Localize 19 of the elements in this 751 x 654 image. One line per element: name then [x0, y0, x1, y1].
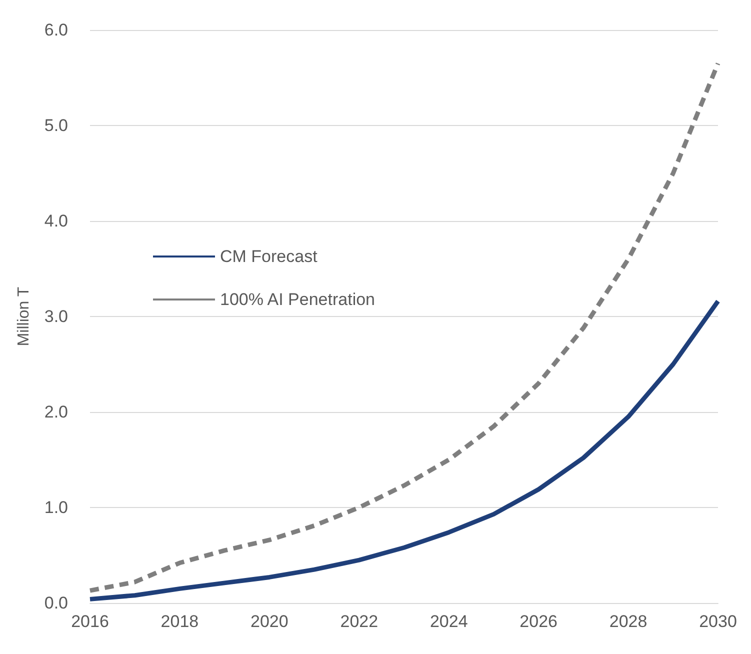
x-tick-label: 2030: [699, 612, 737, 631]
line-series: [88, 61, 720, 593]
y-axis-title: Million T: [16, 286, 32, 346]
x-tick-label: 2026: [520, 612, 558, 631]
y-tick-label: 6.0: [44, 20, 68, 40]
y-tick-label: 2.0: [44, 402, 68, 422]
y-tick-label: 4.0: [44, 212, 68, 230]
legend-label: CM Forecast: [220, 247, 318, 266]
x-tick-label: 2018: [160, 612, 199, 631]
y-tick-label: 5.0: [44, 116, 68, 135]
x-tick-label: 2016: [71, 612, 109, 631]
y-tick-label: 1.0: [44, 498, 68, 517]
y-tick-label: 0.0: [44, 594, 68, 612]
legend-label: 100% AI Penetration: [220, 290, 376, 309]
y-tick-label: 3.0: [44, 307, 68, 326]
x-tick-label: 2020: [250, 612, 288, 631]
x-tick-label: 2028: [609, 612, 648, 631]
x-tick-label: 2022: [340, 612, 378, 631]
x-tick-label: 2024: [430, 612, 468, 631]
